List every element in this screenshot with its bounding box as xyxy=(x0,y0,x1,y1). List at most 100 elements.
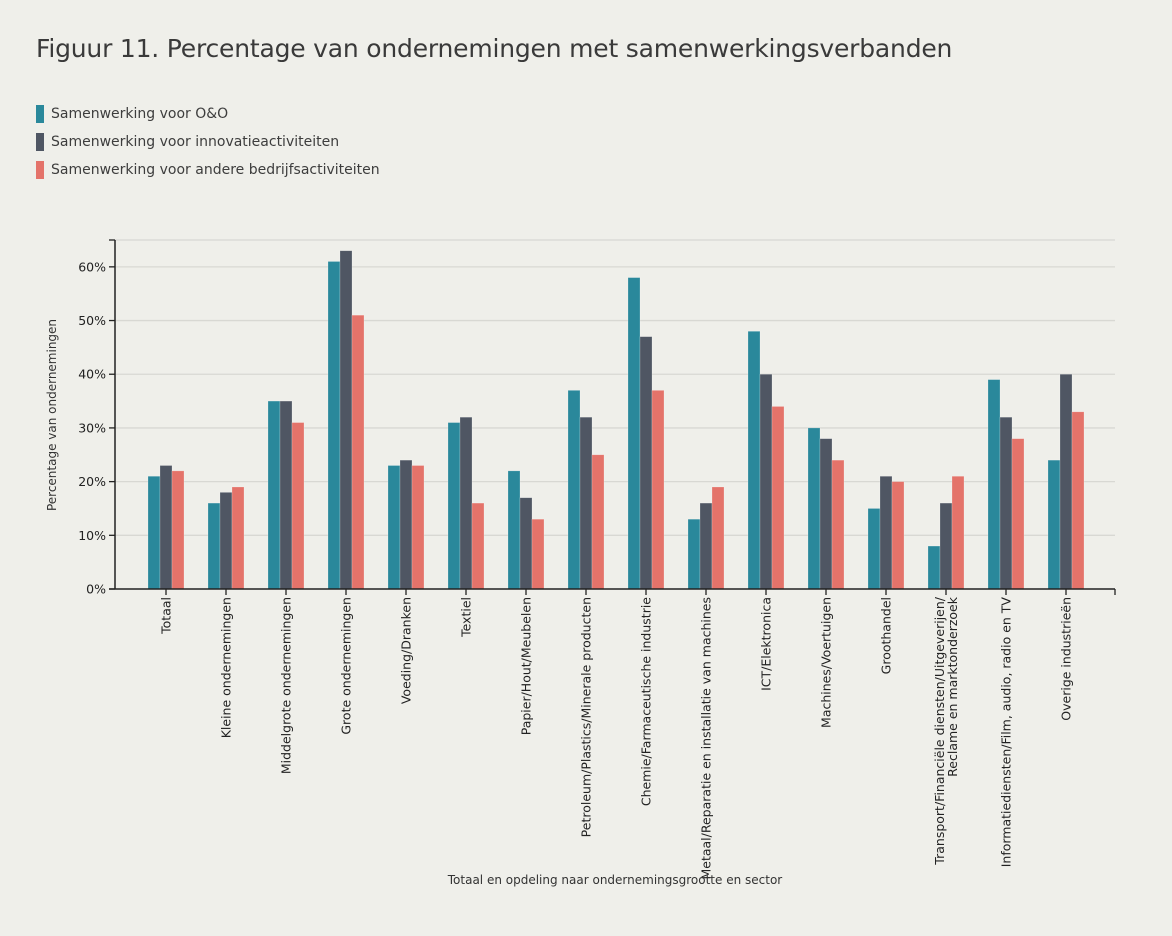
legend: Samenwerking voor O&O Samenwerking voor … xyxy=(36,100,380,184)
x-tick-label: Grote ondernemingen xyxy=(339,597,354,735)
y-tick-labels: 0% 10% 20% 30% 40% 50% 60% xyxy=(78,259,106,596)
bar xyxy=(711,486,725,590)
bar xyxy=(687,518,701,590)
y-tick-label: 10% xyxy=(78,528,106,543)
bar xyxy=(891,481,905,590)
x-tick-label: Middelgrote ondernemingen xyxy=(279,597,294,774)
bar xyxy=(747,330,761,590)
bar xyxy=(939,502,953,590)
x-tick-label: ICT/Elektronica xyxy=(759,597,774,691)
bar xyxy=(459,416,473,590)
bar xyxy=(171,470,185,590)
x-tick-label: Informatiediensten/Film, audio, radio en… xyxy=(999,597,1014,868)
x-tick-label-line: Petroleum/Plastics/Minerale producten xyxy=(579,597,594,837)
bar xyxy=(219,492,233,590)
bar xyxy=(831,459,845,590)
bar xyxy=(519,497,533,590)
bar xyxy=(951,475,965,590)
bar xyxy=(447,422,461,590)
bar xyxy=(339,250,353,590)
bar xyxy=(651,390,665,590)
x-tick-label: Metaal/Reparatie en installatie van mach… xyxy=(699,597,714,880)
bars xyxy=(147,250,1085,590)
bar xyxy=(531,518,545,590)
bar xyxy=(507,470,521,590)
y-tick-label: 40% xyxy=(78,367,106,382)
bar xyxy=(927,545,941,590)
bar xyxy=(699,502,713,590)
x-tick-label: Voeding/Dranken xyxy=(399,597,414,704)
x-tick-label-line: Kleine ondernemingen xyxy=(219,597,234,738)
bar xyxy=(819,438,833,590)
x-tick-label-line: Metaal/Reparatie en installatie van mach… xyxy=(699,597,714,880)
legend-swatch-rd xyxy=(36,105,44,123)
bar xyxy=(579,416,593,590)
bar xyxy=(771,406,785,590)
x-tick-label-line: Overige industrieën xyxy=(1059,597,1074,721)
bar xyxy=(147,475,161,590)
bar xyxy=(879,475,893,590)
bar xyxy=(159,465,173,590)
bar xyxy=(1071,411,1085,590)
axes xyxy=(109,239,1116,595)
bar xyxy=(231,486,245,590)
x-tick-label-line: Groothandel xyxy=(879,597,894,674)
x-tick-label: Transport/Financiële diensten/Uitgeverij… xyxy=(932,596,960,865)
x-tick-label: Papier/Hout/Meubelen xyxy=(519,597,534,735)
legend-label-other: Samenwerking voor andere bedrijfsactivit… xyxy=(51,162,380,178)
bar xyxy=(351,314,365,590)
x-tick-labels: Totaal Kleine ondernemingen Middelgrote on… xyxy=(159,596,1074,879)
x-tick-label-line: Reclame en marktonderzoek xyxy=(945,596,960,777)
x-tick-label: Kleine ondernemingen xyxy=(219,597,234,738)
y-tick-label: 60% xyxy=(78,259,106,274)
y-tick-label: 20% xyxy=(78,474,106,489)
x-tick-label-line: Textiel xyxy=(459,597,474,638)
x-tick-label-line: Papier/Hout/Meubelen xyxy=(519,597,534,735)
x-axis-title: Totaal en opdeling naar ondernemingsgroo… xyxy=(447,873,783,887)
legend-item-rd: Samenwerking voor O&O xyxy=(36,100,380,128)
x-tick-label: Chemie/Farmaceutische industrie xyxy=(639,597,654,806)
bar xyxy=(639,336,653,590)
bar xyxy=(207,502,221,590)
bar xyxy=(807,427,821,590)
x-tick-label: Totaal xyxy=(159,597,174,635)
x-tick-label: Overige industrieën xyxy=(1059,597,1074,721)
legend-item-innovation: Samenwerking voor innovatieactiviteiten xyxy=(36,128,380,156)
legend-label-rd: Samenwerking voor O&O xyxy=(51,106,229,122)
bar xyxy=(627,277,641,590)
y-axis-title: Percentage van ondernemingen xyxy=(45,319,59,511)
bar xyxy=(591,454,605,590)
x-tick-label-line: Chemie/Farmaceutische industrie xyxy=(639,597,654,806)
legend-item-other: Samenwerking voor andere bedrijfsactivit… xyxy=(36,156,380,184)
bar xyxy=(327,261,341,590)
y-tick-label: 30% xyxy=(78,420,106,435)
x-tick-label-line: Machines/Voertuigen xyxy=(819,597,834,728)
bar xyxy=(1011,438,1025,590)
x-tick-label: Petroleum/Plastics/Minerale producten xyxy=(579,597,594,837)
x-tick-label-line: Grote ondernemingen xyxy=(339,597,354,735)
y-tick-label: 50% xyxy=(78,313,106,328)
bar xyxy=(759,373,773,590)
x-tick-label-line: Voeding/Dranken xyxy=(399,597,414,704)
x-tick-label-line: Informatiediensten/Film, audio, radio en… xyxy=(999,597,1014,868)
x-tick-label: Textiel xyxy=(459,597,474,638)
x-tick-label-line: Totaal xyxy=(159,597,174,635)
y-tick-label: 0% xyxy=(86,582,106,597)
x-tick-label: Machines/Voertuigen xyxy=(819,597,834,728)
bar xyxy=(1059,373,1073,590)
bar xyxy=(867,508,881,590)
bar xyxy=(399,459,413,590)
bar xyxy=(387,465,401,590)
chart-title: Figuur 11. Percentage van ondernemingen … xyxy=(36,34,953,63)
bar xyxy=(279,400,293,590)
gridlines xyxy=(115,239,1115,536)
x-tick-label-line: Middelgrote ondernemingen xyxy=(279,597,294,774)
bar xyxy=(267,400,281,590)
legend-swatch-other xyxy=(36,161,44,179)
x-tick-label-line: Transport/Financiële diensten/Uitgeverij… xyxy=(932,596,947,865)
legend-label-innovation: Samenwerking voor innovatieactiviteiten xyxy=(51,134,340,150)
x-tick-label-line: ICT/Elektronica xyxy=(759,597,774,691)
x-tick-label: Groothandel xyxy=(879,597,894,674)
bar xyxy=(999,416,1013,590)
